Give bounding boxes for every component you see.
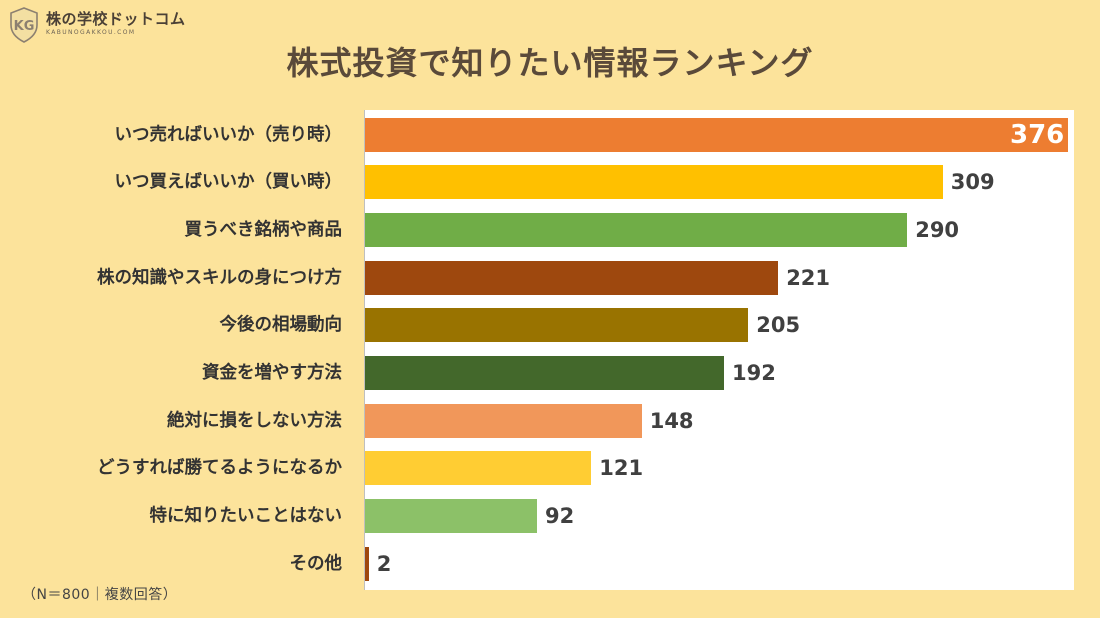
shield-logo-icon: KG: [10, 7, 38, 43]
data-label: 192: [731, 361, 776, 385]
category-axis-line: [364, 110, 365, 590]
category-label: 特に知りたいことはない: [149, 506, 343, 527]
category-label: どうすれば勝てるようになるか: [97, 458, 342, 479]
data-label: 309: [950, 170, 995, 195]
category-label: 株の知識やスキルの身につけ方: [97, 267, 342, 288]
logo-name: 株の学校ドットコム: [46, 10, 186, 28]
data-label: 92: [545, 504, 575, 529]
category-label: いつ売ればいいか（売り時）: [114, 124, 343, 145]
data-label: 121: [599, 456, 644, 481]
category-label: その他: [289, 553, 343, 574]
logo: KG 株の学校ドットコム KABUNOGAKKOU.COM: [8, 6, 186, 46]
footnote: （N＝800｜複数回答）: [22, 587, 178, 603]
data-label: 376: [1010, 119, 1065, 150]
bar: [365, 117, 1068, 152]
bar: [365, 212, 908, 247]
bar: [365, 260, 779, 295]
bar: [365, 165, 943, 200]
category-label: いつ買えばいいか（買い時）: [114, 172, 343, 193]
bar: [365, 546, 369, 581]
category-label: 今後の相場動向: [219, 315, 343, 336]
data-label: 290: [915, 217, 960, 242]
category-label: 資金を増やす方法: [202, 363, 342, 383]
data-label: 148: [649, 408, 694, 433]
bar: [365, 451, 592, 486]
data-label: 205: [756, 313, 801, 338]
data-label: 221: [786, 265, 831, 290]
bar: [365, 308, 749, 343]
logo-subtitle: KABUNOGAKKOU.COM: [46, 29, 136, 36]
bar: [365, 499, 537, 534]
category-label: 絶対に損をしない方法: [167, 410, 342, 431]
category-label: 買うべき銘柄や商品: [184, 219, 343, 240]
logo-mark: KG: [14, 19, 35, 34]
chart-title: 株式投資で知りたい情報ランキング: [286, 44, 814, 82]
data-label: 2: [376, 551, 392, 576]
bar: [365, 403, 642, 438]
bar: [365, 356, 724, 390]
